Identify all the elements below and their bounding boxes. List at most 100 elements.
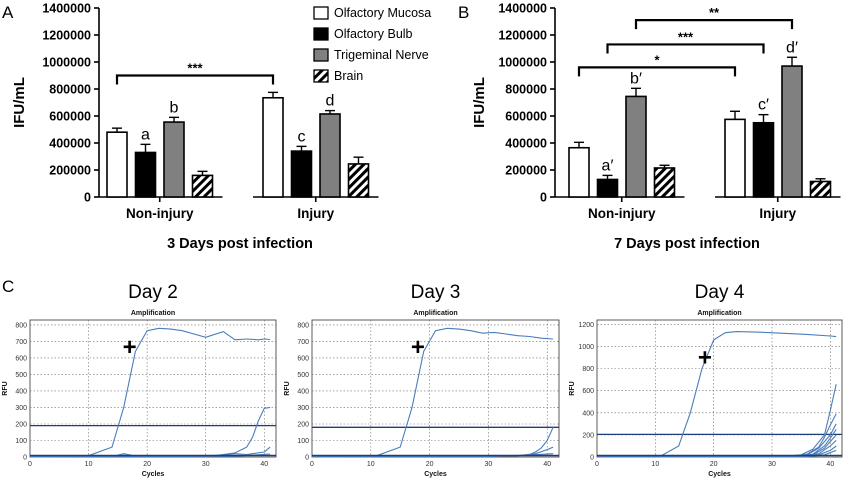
amplification-curve (596, 331, 837, 457)
x-tick-label: 20 (426, 461, 434, 468)
chart-title: Day 2 (128, 282, 178, 303)
x-tick-label-injury: Injury (297, 206, 334, 221)
amplification-curve (311, 327, 554, 457)
significance-letter: c (298, 128, 306, 145)
bar-olfactory-bulb-injury (290, 150, 313, 198)
y-tick-label: 0 (540, 191, 547, 205)
significance-letter: c′ (758, 97, 769, 114)
y-tick-label: 300 (297, 405, 309, 412)
y-tick-label: 0 (590, 455, 594, 462)
legend: Olfactory Mucosa Olfactory Bulb Trigemin… (313, 6, 431, 83)
significance-letter: a (141, 126, 150, 143)
bar-olfactory-mucosa-injury (262, 96, 284, 198)
significance-letter: d (326, 93, 335, 110)
y-tick-label: 800000 (505, 83, 547, 97)
plot-area (596, 319, 843, 458)
y-tick-label: 0 (305, 455, 309, 462)
y-tick-label: 400 (15, 388, 27, 395)
significance-bracket (115, 74, 275, 85)
y-axis-title: RFU (569, 381, 576, 395)
bar-brain-non-injury (653, 167, 676, 198)
chart-subtitle: Amplification (697, 310, 741, 317)
bar-chart-3-days: 0 200000 400000 600000 800000 1000000 1200000 1… (11, 2, 379, 252)
panel-label-b: B (458, 3, 469, 22)
chart-title: Day 3 (411, 282, 461, 303)
y-tick-label: 800 (582, 366, 594, 373)
chart-subtitle: Amplification (131, 310, 175, 317)
significance-stars: *** (187, 61, 203, 76)
y-tick-label: 1000000 (498, 56, 547, 70)
y-tick-label: 800 (297, 322, 309, 329)
bar-trigeminal-nerve-injury (319, 113, 341, 198)
y-tick-label: 1000000 (42, 56, 91, 70)
legend-swatch-olfactory-bulb (313, 27, 329, 41)
panel-label-c: C (2, 277, 14, 296)
legend-label-olfactory-bulb: Olfactory Bulb (334, 27, 413, 41)
bar-trigeminal-nerve-injury (781, 65, 803, 198)
y-tick-label: 400000 (49, 137, 91, 151)
significance-letter: a′ (602, 157, 614, 174)
chart-title: 7 Days post infection (614, 236, 760, 252)
y-tick-label: 1000 (578, 344, 594, 351)
bar-olfactory-bulb-injury (752, 121, 775, 198)
bar-brain-injury (809, 180, 832, 198)
x-tick-label: 40 (826, 461, 834, 468)
bar-brain-non-injury (191, 174, 214, 198)
y-tick-label: 1400000 (42, 2, 91, 16)
amplification-curve (311, 453, 554, 458)
bar-olfactory-mucosa-injury (724, 118, 746, 198)
amplification-curve (29, 327, 271, 457)
y-tick-label: 0 (23, 455, 27, 462)
y-axis-title: IFU/mL (471, 77, 488, 128)
y-tick-label: 500 (297, 372, 309, 379)
x-tick-label: 40 (543, 461, 551, 468)
y-tick-label: 0 (84, 191, 91, 205)
y-tick-label: 100 (15, 438, 27, 445)
significance-bracket (634, 19, 794, 30)
plot-area (29, 319, 277, 458)
positive-marker: + (123, 334, 137, 361)
y-tick-label: 1200 (578, 322, 594, 329)
bar-olfactory-mucosa-non-injury (568, 146, 590, 198)
x-tick-label: 20 (710, 461, 718, 468)
legend-swatch-brain (313, 69, 329, 83)
legend-swatch-olfactory-mucosa (313, 6, 329, 20)
y-tick-label: 100 (297, 438, 309, 445)
x-tick-label: 20 (143, 461, 151, 468)
y-tick-label: 600 (15, 355, 27, 362)
x-tick-label: 30 (485, 461, 493, 468)
y-axis-title: IFU/mL (11, 77, 28, 128)
x-tick-label-non-injury: Non-injury (588, 206, 656, 221)
legend-label-trigeminal-nerve: Trigeminal Nerve (334, 48, 429, 62)
legend-label-olfactory-mucosa: Olfactory Mucosa (334, 6, 431, 20)
positive-marker: + (411, 334, 425, 361)
bar-trigeminal-nerve-non-injury (163, 121, 185, 198)
bar-brain-injury (347, 163, 370, 198)
x-tick-label: 0 (28, 461, 32, 468)
y-tick-label: 700 (297, 339, 309, 346)
x-axis-title: Cycles (142, 471, 165, 478)
bar-chart-7-days: 0 200000 400000 600000 800000 1000000 1200000 1… (471, 2, 841, 252)
y-tick-label: 400 (582, 410, 594, 417)
x-tick-label: 40 (260, 461, 268, 468)
x-tick-label-injury: Injury (759, 206, 796, 221)
y-tick-label: 300 (15, 405, 27, 412)
y-tick-label: 400000 (505, 137, 547, 151)
y-tick-label: 700 (15, 339, 27, 346)
significance-letter: b (170, 99, 179, 116)
significance-stars: * (654, 52, 660, 67)
chart-subtitle: Amplification (413, 310, 457, 317)
x-tick-label-non-injury: Non-injury (126, 206, 194, 221)
bar-olfactory-mucosa-non-injury (106, 131, 128, 198)
significance-letter: d′ (786, 39, 798, 56)
x-tick-label: 10 (651, 461, 659, 468)
x-tick-label: 0 (595, 461, 599, 468)
y-tick-label: 600 (582, 388, 594, 395)
significance-bracket (577, 66, 737, 77)
significance-bracket (606, 43, 765, 54)
y-tick-label: 1400000 (498, 2, 547, 16)
